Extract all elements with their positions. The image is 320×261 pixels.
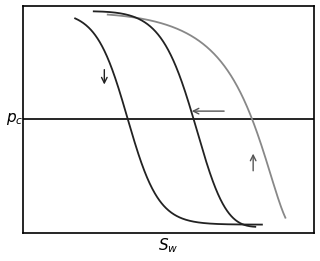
X-axis label: $S_w$: $S_w$ [158,237,179,256]
Y-axis label: $p_c$: $p_c$ [5,111,23,127]
